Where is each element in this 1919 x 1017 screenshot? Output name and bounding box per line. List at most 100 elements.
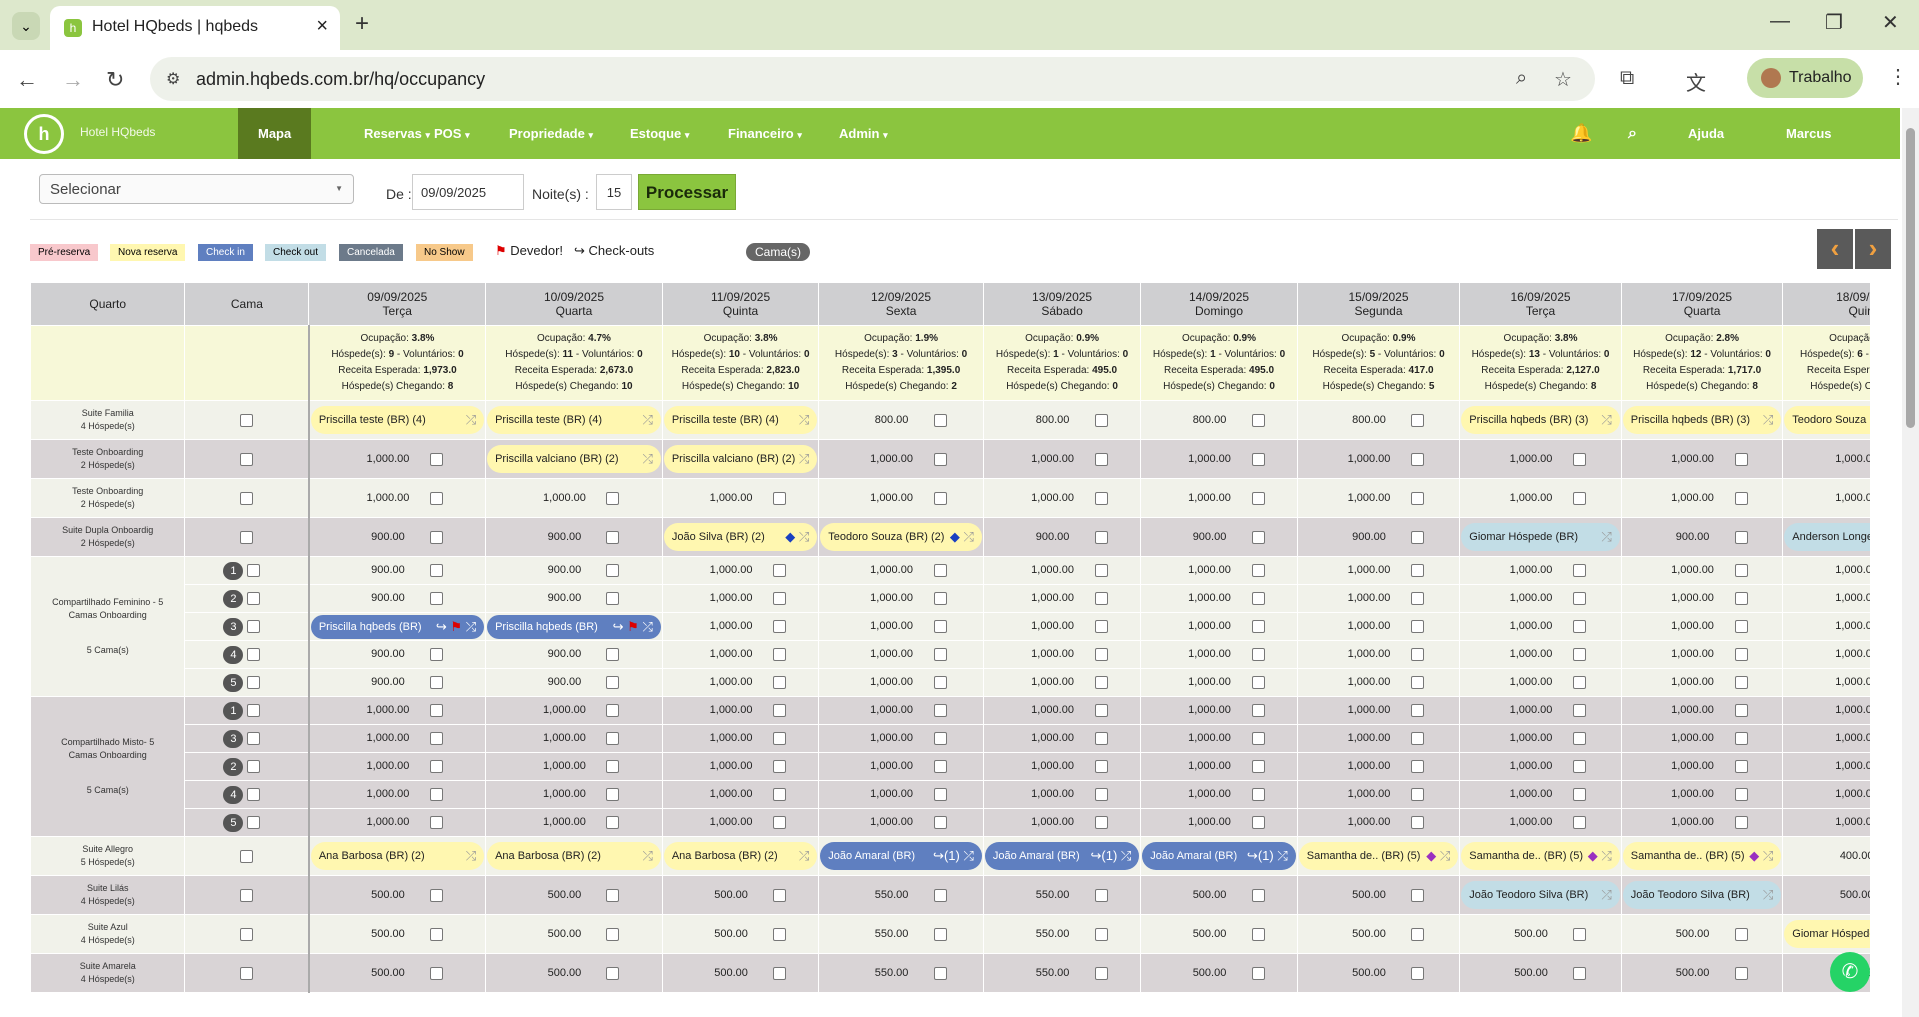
reservation-pill[interactable]: Priscilla hqbeds (BR) (3) ⤮ (1461, 406, 1620, 434)
bed-checkbox[interactable] (240, 530, 254, 544)
nav-propriedade[interactable]: Propriedade ▾ (509, 108, 593, 159)
shuffle-icon[interactable]: ⤮ (798, 848, 810, 863)
day-checkbox[interactable] (606, 530, 620, 544)
bed-checkbox[interactable] (240, 491, 254, 505)
shuffle-icon[interactable]: ⤮ (798, 451, 810, 466)
shuffle-icon[interactable]: ⤮ (642, 848, 653, 863)
day-checkbox[interactable] (606, 592, 620, 605)
shuffle-icon[interactable]: ⤮ (642, 451, 653, 466)
shuffle-icon[interactable]: ⤮ (462, 618, 477, 634)
reservation-pill[interactable]: João Silva (BR) (2) ◆ ⤮ (663, 523, 818, 551)
day-checkbox[interactable] (1094, 413, 1108, 427)
day-checkbox[interactable] (1094, 788, 1108, 801)
bed-checkbox[interactable] (240, 849, 254, 863)
day-checkbox[interactable] (773, 592, 787, 605)
day-checkbox[interactable] (429, 491, 443, 505)
day-checkbox[interactable] (933, 648, 947, 661)
close-tab-icon[interactable]: × (316, 15, 328, 37)
shuffle-icon[interactable]: ⤮ (959, 848, 974, 863)
room-name[interactable]: Suite Amarela (79, 961, 136, 971)
day-checkbox[interactable] (1094, 760, 1108, 773)
day-checkbox[interactable] (1573, 927, 1587, 941)
day-checkbox[interactable] (1094, 676, 1108, 689)
bed-checkbox[interactable] (240, 927, 254, 941)
day-checkbox[interactable] (1734, 760, 1748, 773)
day-checkbox[interactable] (1734, 788, 1748, 801)
address-bar[interactable]: ⚙ admin.hqbeds.com.br/hq/occupancy ⌕ ☆ (150, 57, 1595, 101)
day-checkbox[interactable] (1411, 564, 1424, 577)
day-checkbox[interactable] (1094, 816, 1108, 829)
day-checkbox[interactable] (606, 732, 620, 745)
forward-icon[interactable]: → (62, 67, 84, 92)
next-period-icon[interactable]: › (1855, 229, 1891, 269)
room-name[interactable]: Suite Azul (87, 922, 128, 932)
reservation-pill[interactable]: Priscilla teste (BR) (4) ⤮ (487, 406, 661, 434)
day-checkbox[interactable] (1573, 788, 1587, 801)
shuffle-icon[interactable]: ⤮ (1597, 848, 1612, 863)
day-checkbox[interactable] (1573, 620, 1587, 633)
bed-checkbox[interactable] (240, 888, 254, 902)
tab-search-icon[interactable]: ⌄ (12, 12, 40, 40)
prev-period-icon[interactable]: ‹ (1817, 229, 1853, 269)
reservation-pill[interactable]: João Teodoro Silva (BR) ⤮ (1622, 881, 1782, 909)
day-checkbox[interactable] (773, 620, 787, 633)
day-checkbox[interactable] (429, 564, 443, 577)
day-checkbox[interactable] (606, 676, 620, 689)
search-icon[interactable]: ⌕ (1628, 125, 1637, 142)
reservation-pill[interactable]: João Amaral (BR) ↪(1) ⤮ (820, 842, 982, 870)
day-checkbox[interactable] (606, 788, 620, 801)
day-checkbox[interactable] (429, 816, 443, 829)
day-checkbox[interactable] (606, 816, 620, 829)
day-checkbox[interactable] (1251, 564, 1265, 577)
day-checkbox[interactable] (773, 564, 787, 577)
day-checkbox[interactable] (933, 966, 947, 980)
day-checkbox[interactable] (1251, 888, 1265, 902)
day-checkbox[interactable] (606, 760, 620, 773)
day-checkbox[interactable] (933, 452, 947, 466)
day-checkbox[interactable] (933, 927, 947, 941)
new-tab-icon[interactable]: + (355, 10, 370, 37)
bed-checkbox[interactable] (247, 816, 261, 829)
shuffle-icon[interactable]: ⤮ (1273, 848, 1288, 863)
day-checkbox[interactable] (773, 788, 787, 801)
bed-checkbox[interactable] (247, 564, 261, 577)
day-checkbox[interactable] (1734, 491, 1748, 505)
reservation-pill[interactable]: Priscilla teste (BR) (4) ⤮ (310, 406, 485, 434)
shuffle-icon[interactable]: ⤮ (1759, 848, 1774, 863)
scrollbar-thumb[interactable] (1906, 128, 1915, 428)
day-checkbox[interactable] (1251, 760, 1265, 773)
day-checkbox[interactable] (1251, 966, 1265, 980)
nav-financeiro[interactable]: Financeiro ▾ (728, 108, 802, 159)
day-checkbox[interactable] (1094, 592, 1108, 605)
room-name[interactable]: Teste Onboarding (72, 447, 144, 457)
day-checkbox[interactable] (606, 888, 620, 902)
reservation-pill[interactable]: Samantha de.. (BR) (5) ◆ ⤮ (1622, 842, 1782, 870)
reservation-pill[interactable]: Samantha de.. (BR) (5) ◆ ⤮ (1461, 842, 1620, 870)
day-checkbox[interactable] (1094, 620, 1108, 633)
day-checkbox[interactable] (1094, 704, 1108, 717)
day-checkbox[interactable] (429, 592, 443, 605)
day-checkbox[interactable] (1573, 816, 1587, 829)
reservation-pill[interactable]: Priscilla teste (BR) (4) ⤮ (663, 406, 818, 434)
bed-checkbox[interactable] (247, 620, 261, 633)
nav-reservas[interactable]: Reservas ▾ (364, 108, 430, 159)
day-checkbox[interactable] (1094, 564, 1108, 577)
nights-input[interactable]: 15 (596, 174, 632, 210)
day-checkbox[interactable] (606, 491, 620, 505)
day-checkbox[interactable] (1573, 491, 1587, 505)
whatsapp-icon[interactable]: ✆ (1830, 952, 1870, 992)
reservation-pill[interactable]: Priscilla hqbeds (BR) ↪ ⚑ ⤮ (310, 614, 485, 639)
day-checkbox[interactable] (933, 676, 947, 689)
day-checkbox[interactable] (1411, 491, 1424, 505)
day-checkbox[interactable] (1411, 732, 1424, 745)
reservation-pill[interactable]: Priscilla valciano (BR) (2) ⤮ (663, 445, 818, 473)
nav-estoque[interactable]: Estoque ▾ (630, 108, 689, 159)
day-checkbox[interactable] (1251, 704, 1265, 717)
day-checkbox[interactable] (1734, 966, 1748, 980)
bed-checkbox[interactable] (240, 452, 254, 466)
shuffle-icon[interactable]: ⤮ (798, 529, 810, 544)
day-checkbox[interactable] (606, 927, 620, 941)
bed-checkbox[interactable] (247, 732, 261, 745)
day-checkbox[interactable] (773, 816, 787, 829)
day-checkbox[interactable] (1411, 620, 1424, 633)
